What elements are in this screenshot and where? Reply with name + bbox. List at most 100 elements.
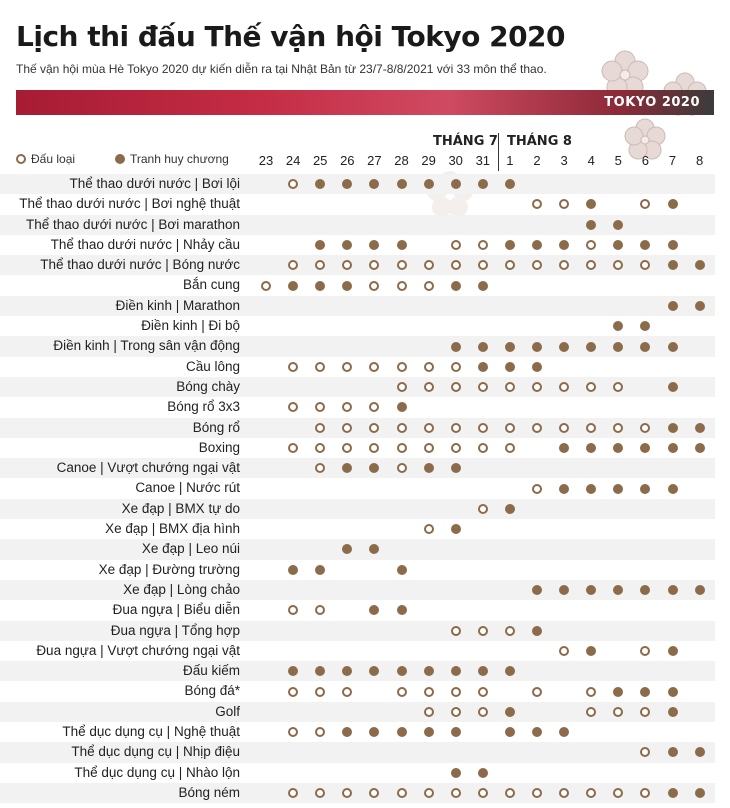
medal-dot xyxy=(504,666,515,677)
qualifier-dot xyxy=(315,422,326,433)
day-label: 31 xyxy=(475,153,491,168)
qualifier-dot xyxy=(450,382,461,393)
qualifier-dot xyxy=(477,625,488,636)
medal-dot xyxy=(477,361,488,372)
medal-dot xyxy=(450,179,461,190)
medal-dot xyxy=(532,585,542,596)
month-july: THÁNG 7 xyxy=(433,134,498,149)
medal-dot xyxy=(369,605,380,616)
medal-dot xyxy=(586,443,597,453)
qualifier-dot xyxy=(450,361,461,372)
qualifier-dot xyxy=(288,402,299,413)
table-row: Bắn cung xyxy=(0,275,715,295)
medal-dot xyxy=(369,666,380,677)
table-row: Xe đạp | Leo núi xyxy=(0,539,715,560)
qualifier-dot xyxy=(477,686,488,697)
medal-dot xyxy=(369,463,380,474)
page-title: Lịch thi đấu Thế vận hội Tokyo 2020 xyxy=(16,20,566,53)
qualifier-dot xyxy=(477,240,488,251)
qualifier-dot xyxy=(477,422,488,433)
qualifier-dot xyxy=(559,199,570,210)
qualifier-dot xyxy=(559,382,570,393)
sport-label: Thể dục dụng cụ | Nhịp điệu xyxy=(71,744,240,760)
table-row: Thể thao dưới nước | Bơi lội xyxy=(0,174,715,195)
medal-dot xyxy=(450,767,461,778)
header-banner: TOKYO 2020 xyxy=(16,90,714,115)
sport-label: Xe đạp | Lòng chảo xyxy=(123,581,240,597)
qualifier-dot xyxy=(315,686,326,697)
tokyo-2020-label: TOKYO 2020 xyxy=(604,95,700,110)
medal-dot xyxy=(369,544,380,555)
qualifier-dot xyxy=(559,645,570,656)
table-row: Điền kinh | Đi bộ xyxy=(0,316,715,336)
qualifier-dot xyxy=(504,422,515,433)
medal-dot xyxy=(694,788,705,799)
qualifier-dot xyxy=(586,240,597,251)
qualifier-dot xyxy=(288,260,299,271)
medal-dot xyxy=(667,260,678,271)
medal-dot xyxy=(342,727,353,738)
medal-dot xyxy=(288,280,299,291)
day-label: 25 xyxy=(312,153,328,168)
medal-dot xyxy=(477,341,488,352)
medal-dot xyxy=(504,240,515,251)
qualifier-dot xyxy=(396,280,407,291)
qualifier-dot xyxy=(450,706,461,717)
medal-dot xyxy=(640,585,651,596)
medal-dot xyxy=(423,727,434,738)
medal-dot xyxy=(667,706,678,717)
table-row: Bóng rổ 3x3 xyxy=(0,397,715,417)
qualifier-dot xyxy=(288,443,299,453)
medal-dot xyxy=(369,240,380,251)
medal-dot xyxy=(640,483,651,494)
table-row: Thể dục dụng cụ | Nghệ thuật xyxy=(0,722,715,742)
sport-label: Bóng rổ 3x3 xyxy=(167,399,240,415)
table-row: Xe đạp | Lòng chảo xyxy=(0,579,715,601)
qualifier-dot xyxy=(288,788,299,799)
medal-dot xyxy=(586,199,597,210)
medal-dot xyxy=(586,645,597,656)
day-label: 28 xyxy=(394,153,409,168)
medal-dot xyxy=(342,280,353,291)
qualifier-dot xyxy=(640,706,651,717)
day-label: 4 xyxy=(587,153,595,168)
medal-dot xyxy=(694,422,705,433)
qualifier-dot xyxy=(586,382,597,393)
medal-dot xyxy=(342,240,353,251)
qualifier-dot xyxy=(423,382,434,393)
table-row: Canoe | Nước rút xyxy=(0,478,715,498)
medal-dot xyxy=(667,645,678,656)
medal-dot xyxy=(450,524,461,535)
qualifier-dot xyxy=(640,199,651,210)
medal-dot xyxy=(532,341,542,352)
qualifier-dot xyxy=(532,483,542,494)
medal-dot xyxy=(667,199,678,210)
medal-dot xyxy=(667,443,678,453)
medal-dot xyxy=(369,179,380,190)
medal-dot xyxy=(423,666,434,677)
medal-dot xyxy=(559,341,570,352)
table-row: Điền kinh | Trong sân vận động xyxy=(0,336,715,357)
medal-dot xyxy=(342,666,353,677)
medal-dot xyxy=(586,483,597,494)
medal-dot xyxy=(396,727,407,738)
medal-dot xyxy=(559,240,570,251)
medal-dot xyxy=(477,179,488,190)
sport-label: Thể thao dưới nước | Bóng nước xyxy=(40,257,240,273)
sport-label: Xe đạp | BMX tự do xyxy=(121,500,240,516)
qualifier-dot xyxy=(315,727,326,738)
medal-dot xyxy=(315,240,326,251)
table-row: Bóng rổ xyxy=(0,417,715,438)
medal-dot xyxy=(667,382,678,393)
qualifier-dot xyxy=(369,361,380,372)
table-row: Thể dục dụng cụ | Nhịp điệu xyxy=(0,742,715,763)
medal-dot xyxy=(613,443,624,453)
medal-dot xyxy=(504,361,515,372)
qualifier-dot xyxy=(342,402,353,413)
medal-dot xyxy=(450,727,461,738)
qualifier-dot xyxy=(396,788,407,799)
medal-dot xyxy=(504,179,515,190)
qualifier-dot xyxy=(315,402,326,413)
medal-dot xyxy=(369,727,380,738)
medal-dot xyxy=(288,666,299,677)
